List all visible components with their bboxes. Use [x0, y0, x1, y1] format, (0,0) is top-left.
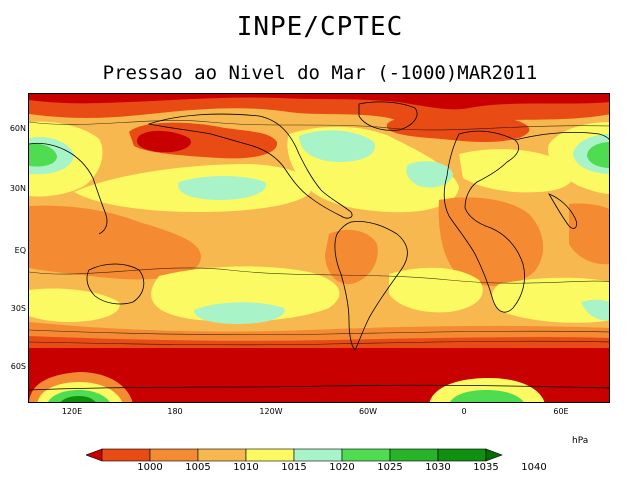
field-995-aleutian	[137, 130, 191, 153]
field-antarctic-high-left-core	[48, 390, 110, 402]
legend-swatch	[101, 448, 151, 462]
coast-antarctica	[29, 384, 609, 391]
field-1010-equator-right	[569, 203, 609, 265]
legend-swatch	[389, 448, 439, 462]
color-legend-bar	[86, 448, 503, 462]
field-1030-siberia-right	[587, 142, 609, 168]
lon-label-0: 0	[461, 407, 467, 416]
field-1025-south-pacific	[194, 302, 285, 324]
coast-india-arabia	[548, 193, 577, 229]
legend-swatch	[245, 448, 295, 462]
map-subtitle: Pressao ao Nivel do Mar (-1000)MAR2011	[102, 62, 538, 84]
legend-swatch	[341, 448, 391, 462]
contour-1010-south	[29, 329, 609, 336]
lat-label-eq: EQ	[14, 246, 26, 255]
legend-level-label: 1020	[329, 462, 355, 473]
coast-australia	[86, 263, 145, 305]
field-1020-indian	[492, 277, 609, 323]
field-1030-siberia-left	[29, 143, 57, 167]
contour-1010-north	[29, 120, 609, 131]
field-1020-south-atlantic	[389, 267, 483, 313]
field-1020-north-africa	[459, 149, 573, 193]
coast-north-america	[147, 113, 353, 219]
pressure-map	[28, 93, 610, 403]
page-title: INPE/CPTEC	[236, 12, 404, 42]
field-antarctic-high-left-peak	[60, 396, 96, 402]
lon-label-120w: 120W	[259, 407, 283, 416]
legend-level-label: 1025	[377, 462, 403, 473]
contour-1015-equator	[29, 267, 609, 284]
lat-label-60n: 60N	[9, 124, 26, 133]
legend-swatch-above-max	[485, 448, 503, 462]
coast-africa-europe	[443, 130, 525, 313]
lon-label-60w: 60W	[358, 407, 378, 416]
lon-label-180: 180	[167, 407, 183, 416]
lat-label-60s: 60S	[10, 362, 26, 371]
field-1025-pacific	[178, 176, 266, 200]
field-1010-south-america	[325, 229, 378, 285]
coast-greenland	[358, 101, 418, 131]
pressure-field-svg	[29, 94, 609, 402]
field-1010-africa	[438, 197, 544, 287]
field-1000-north	[29, 94, 609, 110]
field-1020-south-pacific	[151, 266, 340, 322]
legend-level-label: 1035	[473, 462, 499, 473]
field-1025-indian	[581, 299, 609, 321]
coast-asia	[29, 131, 609, 235]
lon-label-60e: 60E	[553, 407, 569, 416]
contour-lines	[29, 120, 609, 346]
field-1010-indopacific	[29, 205, 201, 280]
field-1025-azores	[406, 161, 453, 188]
legend-level-label: 1010	[233, 462, 259, 473]
lat-label-30s: 30S	[10, 304, 26, 313]
field-1025-atlantic-north	[299, 130, 375, 162]
legend-level-label: 1015	[281, 462, 307, 473]
contour-1005-south	[29, 340, 609, 346]
lon-label-120e: 120E	[61, 407, 83, 416]
lat-label-30n: 30N	[9, 184, 26, 193]
field-antarctic-high-right-core	[450, 390, 524, 402]
legend-swatch	[437, 448, 487, 462]
legend-level-label: 1030	[425, 462, 451, 473]
legend-swatch	[149, 448, 199, 462]
legend-swatch	[293, 448, 343, 462]
legend-level-label: 1005	[185, 462, 211, 473]
legend-level-label: 1000	[137, 462, 163, 473]
field-995-icelandic	[386, 111, 530, 143]
coastlines	[29, 101, 609, 391]
legend-swatch	[197, 448, 247, 462]
legend-swatch-below-min	[86, 448, 103, 462]
field-1020-australia	[29, 288, 120, 322]
coast-south-america	[334, 221, 408, 351]
legend-level-label: 1040	[521, 462, 547, 473]
legend-unit: hPa	[572, 436, 589, 446]
